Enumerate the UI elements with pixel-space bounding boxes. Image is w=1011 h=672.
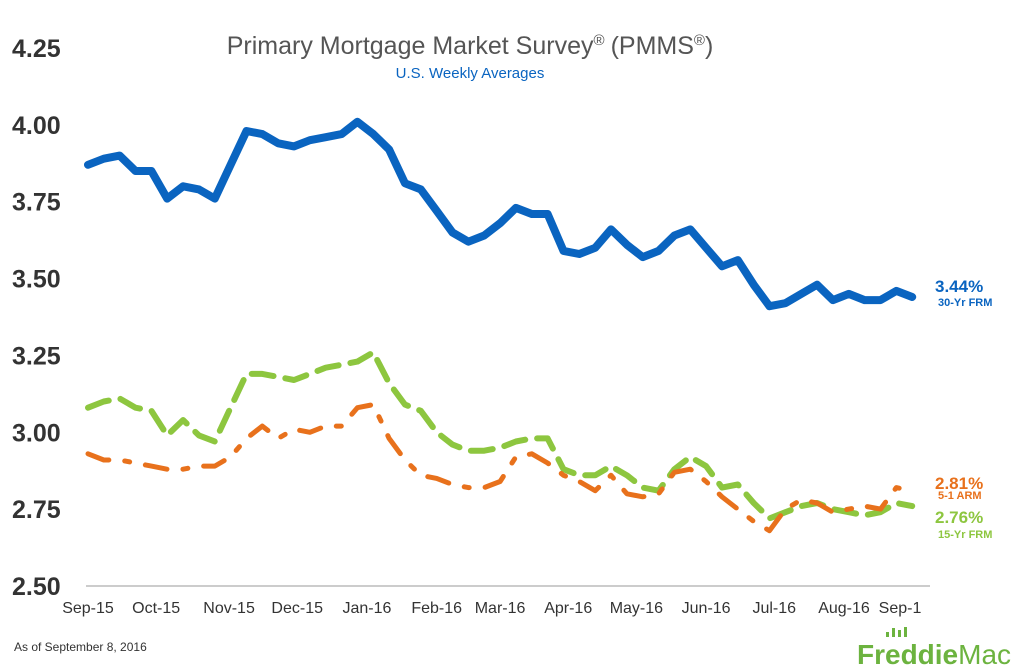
chart-title-line: Primary Mortgage Market Survey® (PMMS®) (227, 32, 714, 60)
series-line-5-1-arm (85, 402, 915, 534)
end-value-15-yr-frm: 2.76% (935, 508, 983, 527)
x-tick-label: Aug-16 (818, 600, 870, 617)
logo-text-freddie: Freddie (857, 639, 958, 670)
x-tick-label: Sep-15 (62, 600, 114, 617)
x-tick-label: Dec-15 (271, 600, 323, 617)
chart-title: Primary Mortgage Market Survey (227, 32, 594, 60)
logo-text: FreddieMac (857, 639, 1011, 670)
footnote: As of September 8, 2016 (14, 640, 147, 654)
x-tick-label: May-16 (610, 600, 663, 617)
chart-subtitle: U.S. Weekly Averages (396, 65, 545, 82)
chart-title-close: ) (705, 32, 713, 60)
x-tick-label: Feb-16 (411, 600, 462, 617)
end-name-5-1-arm: 5-1 ARM (938, 490, 982, 502)
y-tick-label: 4.00 (12, 112, 61, 140)
title-group: Primary Mortgage Market Survey® (PMMS®) U… (227, 32, 714, 82)
end-labels: 3.44%30-Yr FRM 2.81%5-1 ARM 2.76% 15-Yr FRM (935, 277, 992, 541)
series-line-15-yr-frm (85, 349, 916, 522)
chart-title-suffix: (PMMS (611, 32, 694, 60)
x-tick-label: Mar-16 (475, 600, 526, 617)
freddie-mac-logo: FreddieMac (857, 627, 1011, 670)
x-tick-label: Jun-16 (682, 600, 731, 617)
x-axis: Sep-15 Oct-15 Nov-15 Dec-15 Jan-16 Feb-16 Mar-… (62, 600, 921, 617)
end-name-15-yr-frm: 15-Yr FRM (938, 529, 992, 541)
chart-title-suffix-mark: ® (694, 32, 705, 49)
y-tick-label: 3.50 (12, 266, 61, 294)
logo-text-mac: Mac (958, 639, 1011, 670)
x-tick-label: Jan-16 (342, 600, 391, 617)
end-value-5-1-arm: 2.81% (935, 474, 983, 493)
y-tick-label: 2.75 (12, 496, 61, 524)
house-icon (886, 627, 907, 637)
x-tick-label: Sep-1 (879, 600, 922, 617)
series-group (84, 117, 917, 534)
x-tick-label: Nov-15 (203, 600, 255, 617)
end-name-30-yr-frm: 30-Yr FRM (938, 297, 992, 309)
x-tick-label: Apr-16 (544, 600, 592, 617)
end-value-30-yr-frm: 3.44% (935, 277, 983, 296)
y-tick-label: 3.25 (12, 342, 61, 370)
x-tick-label: Jul-16 (752, 600, 796, 617)
y-tick-label: 4.25 (12, 35, 61, 63)
chart-title-mark: ® (594, 32, 605, 49)
y-axis: 4.25 4.00 3.75 3.50 3.25 3.00 2.75 2.50 (12, 35, 61, 601)
y-tick-label: 2.50 (12, 573, 61, 601)
y-tick-label: 3.00 (12, 419, 61, 447)
x-tick-label: Oct-15 (132, 600, 180, 617)
series-line-30-yr-frm (84, 117, 917, 311)
y-tick-label: 3.75 (12, 189, 61, 217)
